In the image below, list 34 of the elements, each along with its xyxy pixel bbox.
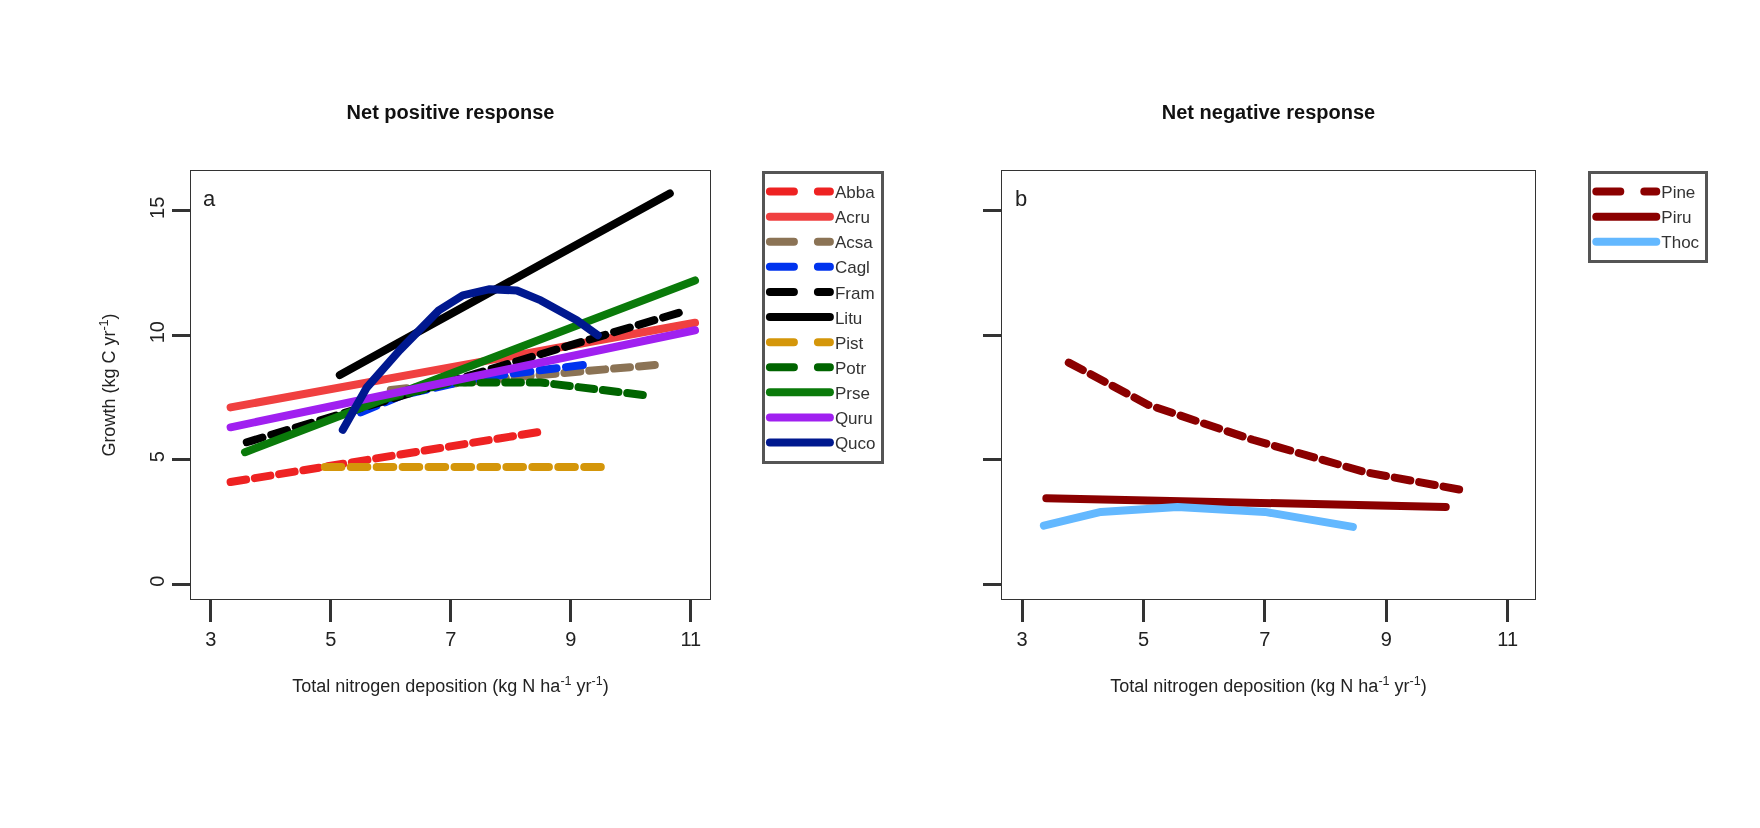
legend-label: Thoc [1661,233,1700,253]
x-axis-title: Total nitrogen deposition (kg N ha$^{-1}$ yr$^{-1}$) [292,673,609,697]
chart-title: Net positive response [346,101,555,123]
x-tick-label: 5 [1137,628,1150,650]
annotation: a [203,186,216,211]
x-tick-label: 5 [325,628,337,650]
x-tick-label: 9 [565,628,577,650]
legend-label: Pist [834,333,864,353]
legend-label: Fram [834,283,875,303]
legend-label: Quru [834,409,873,429]
y-tick-label: 5 [146,451,168,463]
y-tick-label: 10 [146,321,168,344]
y-tick-label: 15 [146,196,168,219]
legend-label: Piru [1661,208,1692,228]
chart-title: Net negative response [1161,101,1376,123]
annotation: b [1015,186,1028,211]
x-tick-label: 3 [205,628,217,650]
x-tick-label: 11 [680,628,702,650]
legend-label: Potr [834,358,867,378]
x-axis-title: Total nitrogen deposition (kg N ha$^{-1}$ yr$^{-1}$) [1110,673,1427,697]
x-tick-label: 7 [445,628,457,650]
legend-label: Cagl [834,258,870,278]
x-tick-label: 11 [1497,628,1519,650]
x-tick-label: 9 [1380,628,1392,650]
legend-label: Prse [834,383,870,403]
legend-label: Quco [834,434,876,454]
legend-label: Acsa [834,233,874,253]
y-tick-label: 0 [146,575,168,587]
legend-label: Litu [834,308,863,328]
x-tick-label: 7 [1259,628,1271,650]
x-tick-label: 3 [1016,628,1028,650]
legend-label: Pine [1661,183,1696,203]
legend-label: Acru [834,208,870,228]
legend-label: Abba [834,183,876,203]
